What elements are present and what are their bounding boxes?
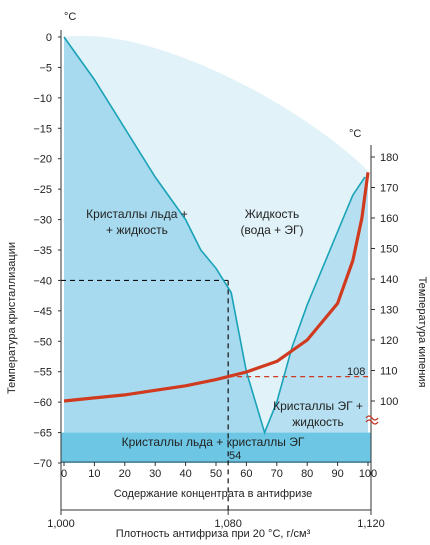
right-axis-title: Температура кипения xyxy=(416,277,428,388)
right-tick-label: 140 xyxy=(380,274,398,286)
liquid-label-line2: (вода + ЭГ) xyxy=(240,223,303,237)
bottom-region-label: Кристаллы льда + кристаллы ЭГ xyxy=(122,435,305,449)
right-tick-label: 170 xyxy=(380,183,398,195)
left-tick-label: −55 xyxy=(33,367,52,379)
eg-liquid-label-line2: жидкость xyxy=(292,415,344,429)
right-axis-ticks: 180 170 160 150 140 130 120 110 100 xyxy=(371,152,398,408)
boiling-guide-label: 108 xyxy=(347,366,365,378)
ice-liquid-label-line1: Кристаллы льда + xyxy=(86,207,188,221)
concentration-tick-label: 20 xyxy=(119,468,131,480)
concentration-tick-label: 40 xyxy=(179,468,191,480)
left-tick-label: 0 xyxy=(46,32,52,44)
density-axis-ticks: 1,000 1,080 1,120 xyxy=(47,510,385,530)
left-axis-ticks: 0 −5 −10 −15 −20 −25 −30 −35 −40 −45 −50 −55 −60 −65 −… xyxy=(33,32,61,470)
left-tick-label: −60 xyxy=(33,397,52,409)
left-tick-label: −45 xyxy=(33,306,52,318)
concentration-tick-label: 70 xyxy=(271,468,283,480)
axis-break-mark xyxy=(365,415,379,425)
left-tick-label: −20 xyxy=(33,154,52,166)
left-tick-label: −50 xyxy=(33,336,52,348)
density-tick-label: 1,000 xyxy=(47,518,75,530)
right-tick-label: 110 xyxy=(380,366,398,378)
concentration-axis-ticks: 0 10 20 30 40 50 60 70 80 90 100 xyxy=(61,462,377,480)
left-axis-unit: °C xyxy=(64,11,76,23)
series-lines xyxy=(63,36,370,436)
left-tick-label: −15 xyxy=(33,123,52,135)
right-axis-unit: °C xyxy=(349,128,361,140)
eg-liquid-region xyxy=(264,176,368,433)
concentration-tick-label: 100 xyxy=(359,468,377,480)
right-tick-label: 150 xyxy=(380,244,398,256)
guide-lines xyxy=(61,279,371,510)
left-tick-label: −70 xyxy=(33,458,52,470)
left-tick-label: −5 xyxy=(39,62,52,74)
concentration-tick-label: 30 xyxy=(149,468,161,480)
left-tick-label: −30 xyxy=(33,215,52,227)
eg-liquid-label-line1: Кристаллы ЭГ + xyxy=(273,399,363,413)
liquid-label-line1: Жидкость xyxy=(245,207,300,221)
left-tick-label: −65 xyxy=(33,428,52,440)
right-tick-label: 100 xyxy=(380,396,398,408)
density-tick-label: 1,080 xyxy=(214,518,242,530)
eutectic-band xyxy=(61,432,371,463)
concentration-guide-label: 54 xyxy=(229,450,241,462)
right-tick-label: 180 xyxy=(380,152,398,164)
concentration-tick-label: 0 xyxy=(61,468,67,480)
right-tick-label: 130 xyxy=(380,305,398,317)
concentration-tick-label: 60 xyxy=(240,468,252,480)
density-axis-title: Плотность антифриза при 20 °C, г/см³ xyxy=(116,528,311,540)
right-tick-label: 120 xyxy=(380,335,398,347)
left-axis-title: Температура кристаллизации xyxy=(6,242,18,394)
left-tick-label: −35 xyxy=(33,245,52,257)
left-tick-label: −40 xyxy=(33,275,52,287)
concentration-tick-label: 50 xyxy=(210,468,222,480)
concentration-tick-label: 10 xyxy=(88,468,100,480)
concentration-tick-label: 80 xyxy=(301,468,313,480)
ice-liquid-label-line2: + жидкость xyxy=(106,223,168,237)
concentration-tick-label: 90 xyxy=(331,468,343,480)
left-tick-label: −25 xyxy=(33,184,52,196)
ice-liquid-region xyxy=(64,37,265,433)
left-tick-label: −10 xyxy=(33,93,52,105)
right-tick-label: 160 xyxy=(380,213,398,225)
concentration-axis-title: Содержание концентрата в антифризе xyxy=(114,488,313,500)
boiling-line xyxy=(63,172,370,403)
density-tick-label: 1,120 xyxy=(357,518,385,530)
